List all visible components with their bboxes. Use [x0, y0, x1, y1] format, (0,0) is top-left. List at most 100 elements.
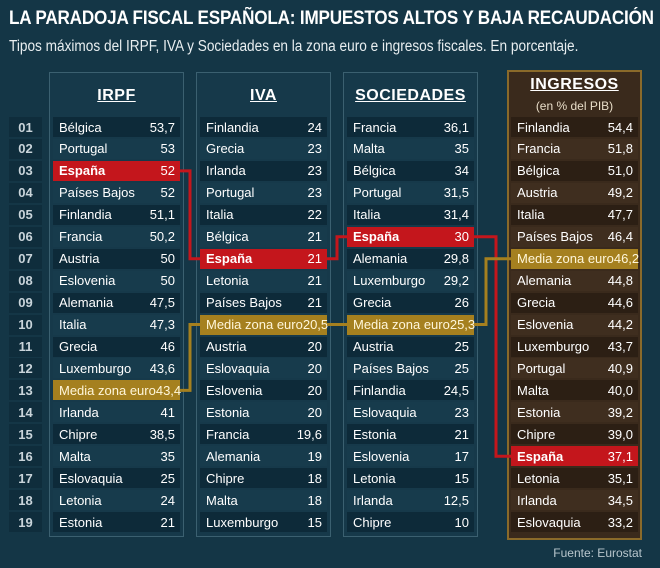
table-row: Estonia 39,2: [511, 402, 638, 423]
table-row-spain: España 52: [53, 160, 180, 181]
country-name: Austria: [517, 185, 558, 201]
country-name: Francia: [59, 229, 103, 245]
value: 47,7: [607, 207, 633, 223]
table-row: Alemania 19: [200, 446, 327, 467]
country-name: Eslovenia: [517, 317, 574, 333]
table-row: Chipre 10: [347, 512, 474, 533]
value: 20: [307, 382, 322, 398]
country-name: Eslovenia: [206, 382, 263, 398]
country-name: Eslovenia: [353, 448, 410, 464]
country-name: Austria: [59, 251, 100, 267]
country-name: Alemania: [59, 295, 114, 311]
rank-label: 15: [9, 424, 42, 445]
country-name: Luxemburgo: [353, 273, 426, 289]
country-name: Grecia: [353, 295, 392, 311]
table-row: Portugal 53: [53, 138, 180, 159]
rank-label: 10: [9, 314, 42, 335]
table-row-euro-average: Media zona euro 25,3: [347, 314, 475, 335]
table-row: Francia 19,6: [200, 424, 327, 445]
country-name: Austria: [206, 339, 247, 354]
table-row: Estonia 21: [53, 512, 180, 533]
value: 25: [454, 360, 469, 376]
table-row: Francia 36,1: [347, 117, 474, 137]
country-name: Portugal: [353, 185, 402, 201]
rank-label: 13: [9, 380, 42, 401]
table-row: Estonia 21: [347, 424, 474, 445]
rank-label: 05: [9, 204, 42, 225]
table-row: Portugal 31,5: [347, 182, 474, 203]
value: 24,5: [443, 382, 469, 398]
country-name: Letonia: [206, 273, 249, 289]
country-name: Eslovaquia: [206, 360, 270, 376]
table-row: Irlanda 23: [200, 160, 327, 181]
rank-label: 01: [9, 117, 42, 137]
column-subheader: (en % del PIB): [535, 99, 614, 113]
table-row: Austria 25: [347, 336, 474, 357]
table-row: Italia 47,3: [53, 314, 180, 335]
table-row: Irlanda 41: [53, 402, 180, 423]
value: 20: [307, 404, 322, 420]
country-name: Chipre: [353, 514, 392, 530]
value: 21: [307, 295, 322, 311]
page-subtitle: Tipos máximos del IRPF, IVA y Sociedades…: [9, 38, 579, 55]
country-name: Finlandia: [206, 119, 259, 135]
table-row: Italia 22: [200, 204, 327, 225]
page-title: LA PARADOJA FISCAL ESPAÑOLA: IMPUESTOS A…: [9, 8, 654, 29]
value: 26: [454, 295, 469, 311]
table-row: Luxemburgo 15: [200, 512, 327, 533]
table-row: Alemania 29,8: [347, 248, 474, 269]
table-row: Chipre 18: [200, 468, 327, 489]
country-name: Portugal: [517, 360, 566, 376]
table-row: Malta 35: [347, 138, 474, 159]
value: 43,4: [155, 382, 182, 398]
value: 52: [160, 163, 175, 179]
rank-label: 19: [9, 512, 42, 533]
country-name: Bélgica: [353, 163, 396, 179]
country-name: Países Bajos: [517, 229, 593, 245]
country-name: Eslovaquia: [353, 404, 417, 420]
table-row: Eslovaquia 25: [53, 468, 180, 489]
table-row: Luxemburgo 29,2: [347, 270, 474, 291]
value: 47,5: [149, 295, 175, 311]
country-name: Letonia: [59, 492, 102, 508]
table-row: Portugal 23: [200, 182, 327, 203]
value: 29,2: [443, 273, 469, 289]
rank-label: 06: [9, 226, 42, 247]
value: 50: [160, 251, 175, 267]
country-name: España: [517, 448, 564, 464]
value: 50: [160, 273, 175, 289]
country-name: España: [59, 163, 106, 179]
table-row: Austria 20: [200, 336, 327, 357]
table-row: Eslovaquia 20: [200, 358, 327, 379]
country-name: Media zona euro: [59, 382, 156, 398]
table-row: Finlandia 24,5: [347, 380, 474, 401]
table-row: Chipre 39,0: [511, 424, 638, 445]
value: 44,2: [607, 317, 633, 333]
value: 20: [307, 360, 322, 376]
value: 38,5: [149, 426, 175, 442]
column-header: SOCIEDADES: [355, 87, 466, 104]
value: 50,2: [149, 229, 175, 245]
spain-connector: [474, 235, 511, 458]
country-name: Países Bajos: [206, 295, 282, 311]
table-row-spain: España 30: [347, 226, 474, 247]
value: 53: [160, 141, 175, 157]
table-row: Países Bajos 25: [347, 358, 474, 379]
value: 39,2: [607, 404, 633, 420]
value: 21: [307, 273, 322, 289]
value: 23: [307, 163, 322, 179]
country-name: Bélgica: [206, 229, 249, 245]
value: 21: [454, 426, 469, 442]
value: 15: [307, 514, 322, 530]
value: 35,1: [607, 470, 633, 486]
value: 15: [454, 470, 469, 486]
table-row: Bélgica 53,7: [53, 117, 180, 137]
table-row: Bélgica 34: [347, 160, 474, 181]
table-row: Francia 51,8: [511, 138, 638, 159]
value: 37,1: [607, 448, 633, 464]
table-row: Países Bajos 52: [53, 182, 180, 203]
table-row: Eslovenia 20: [200, 380, 327, 401]
value: 46,2: [613, 251, 640, 267]
table-row: Irlanda 34,5: [511, 490, 638, 511]
country-name: Letonia: [517, 470, 560, 486]
